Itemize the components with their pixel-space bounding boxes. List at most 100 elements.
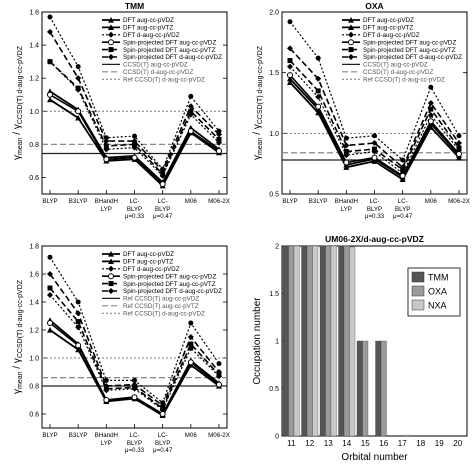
data-point [103,383,110,389]
data-point [372,133,377,139]
x-tick-label: BLYP [127,206,142,213]
bar [325,245,332,437]
data-point [400,157,406,163]
y-tick-label: 1.6 [29,272,39,279]
mu-annotation: μ=0.33 [125,447,145,454]
data-point [47,254,53,260]
y-tick-label: 1.6 [29,10,39,17]
legend-label: Spin-projected DFT aug-cc-pVDZ [363,39,456,46]
data-point [343,159,350,166]
legend-label: Spin-projected DFT aug-cc-pVDZ [123,273,216,280]
plot-frame [41,11,228,195]
x-tick-label: BLYP [395,206,410,213]
data-point [75,299,81,305]
data-point [47,28,53,35]
bar [375,340,382,437]
y-axis-label: Occupation number [252,297,263,385]
data-point [131,381,138,388]
legend-label: OXA [428,287,447,297]
y-axis-label-part: γ [12,155,23,160]
data-point [47,91,53,98]
y-tick-label: 1.5 [269,70,279,77]
data-point [287,75,293,82]
data-point [108,39,114,46]
data-point [188,341,194,347]
x-tick-label: 17 [398,439,407,448]
y-tick-label: 1.0 [29,356,39,363]
data-point [108,47,114,53]
bar [301,245,308,437]
data-point [428,106,434,112]
y-axis-label-part: γ [12,358,23,363]
legend-swatch [411,299,425,311]
data-point [47,271,53,277]
y-axis-label: γmean / γCCSD(T) d-aug-cc-pVDZ [12,279,24,394]
panel-title: UM06-2X/d-aug-cc-pVDZ [325,234,424,244]
bar [330,245,337,437]
x-tick-label: M06-2X [208,432,230,439]
x-tick-label: LYP [101,206,112,213]
data-point [399,172,406,179]
y-tick-label: 1.2 [29,328,39,335]
data-point [287,45,293,52]
bar [343,245,350,437]
data-point [348,17,354,23]
y-tick-label: 1.8 [29,244,39,251]
legend-label: DFT d-aug-cc-pVDZ [123,32,180,39]
legend-label: DFT aug-cc-pVDZ [363,17,414,24]
data-point [47,285,53,291]
legend-label: Spin-projected DFT d-aug-cc-pVDZ [123,288,222,295]
y-axis-label-part: γ [12,389,23,394]
data-point [287,58,293,64]
panel-title: TMM [125,1,144,11]
data-point [456,145,462,151]
x-tick-label: M06 [185,198,198,205]
data-point [132,377,137,383]
data-point [108,288,114,294]
data-point [159,181,166,188]
legend-label: DFT d-aug-cc-pVDZ [123,266,180,273]
data-point [187,128,194,135]
legend-label: Ref CCSD(T) d-aug-cc-pVDZ [123,310,205,317]
y-axis-label-part: mean [257,137,264,155]
legend-label: DFT d-aug-cc-pVDZ [363,32,420,39]
x-tick-label: LC- [370,198,380,205]
y-axis-label-part: CCSD(T) d-aug-cc-pVDZ [257,45,264,124]
legend-label: Ref CCSD(T) aug-cc-pVDZ [123,296,199,303]
data-point [103,135,109,141]
x-tick-label: 13 [324,439,333,448]
y-axis-label-part: γ [252,124,263,129]
legend-label: Ref CCSD(T) aug-cc-pVTZ [123,303,199,310]
data-point [343,149,349,155]
bar [306,245,313,437]
y-axis-label: γmean / γCCSD(T) d-aug-cc-pVDZ [12,45,24,160]
y-tick-label: 1.2 [29,76,39,83]
y-axis-label-part: γ [12,124,23,129]
data-point [47,59,53,65]
data-point [427,118,434,125]
x-tick-label: LYP [101,440,112,447]
data-point [47,96,53,103]
legend-label: TMM [428,273,449,283]
bar [349,246,356,437]
data-point [75,310,82,317]
x-tick-label: BLYP [155,440,170,447]
data-point [371,154,378,161]
data-point [287,63,293,70]
data-point [47,327,53,333]
data-point [108,258,114,264]
data-point [315,75,322,82]
legend-label: Ref CCSD(T) d-aug-cc-pVDZ [363,76,445,83]
legend-label: NXA [428,301,447,311]
legend-label: DFT aug-cc-pVTZ [123,25,173,32]
bar [282,245,289,437]
legend-label: Spin-projected DFT aug-cc-pVDZ [123,39,216,46]
data-point [343,135,349,141]
data-point [47,14,53,20]
data-point [427,100,434,106]
data-point [315,55,321,61]
y-tick-label: 1.4 [29,300,39,307]
y-tick-label: 2.0 [269,10,279,17]
x-tick-label: BHandH [95,198,118,205]
